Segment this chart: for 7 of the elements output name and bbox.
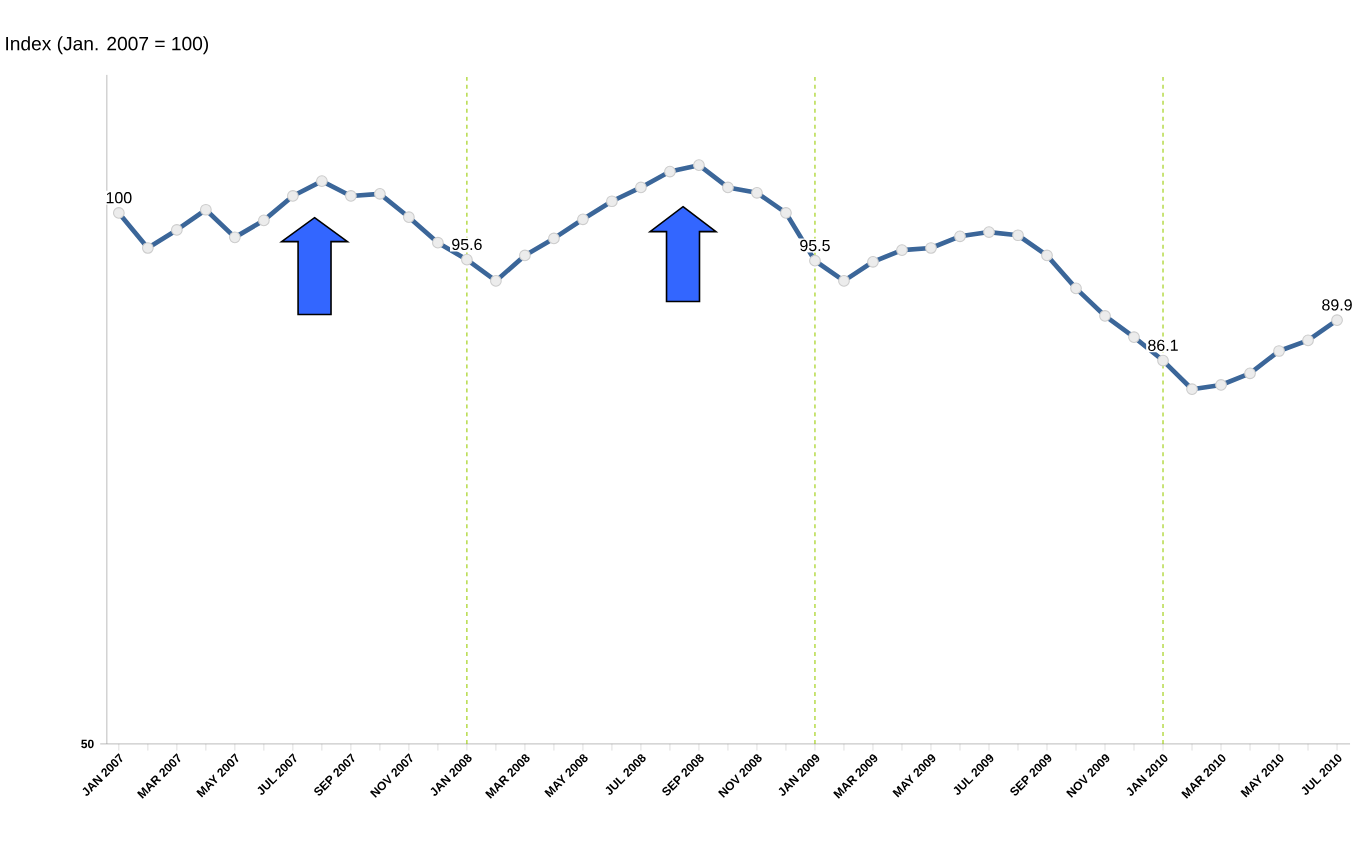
data-label: 100 bbox=[106, 192, 132, 204]
data-label: 86.1 bbox=[1148, 339, 1178, 352]
y-axis-title: Index (Jan. 2007 = 100) bbox=[6, 36, 209, 55]
data-label: 95.5 bbox=[800, 239, 830, 252]
text: 50 bbox=[81, 739, 94, 749]
data-label: 89.9 bbox=[1322, 299, 1352, 311]
data-label: 95.6 bbox=[452, 238, 482, 251]
